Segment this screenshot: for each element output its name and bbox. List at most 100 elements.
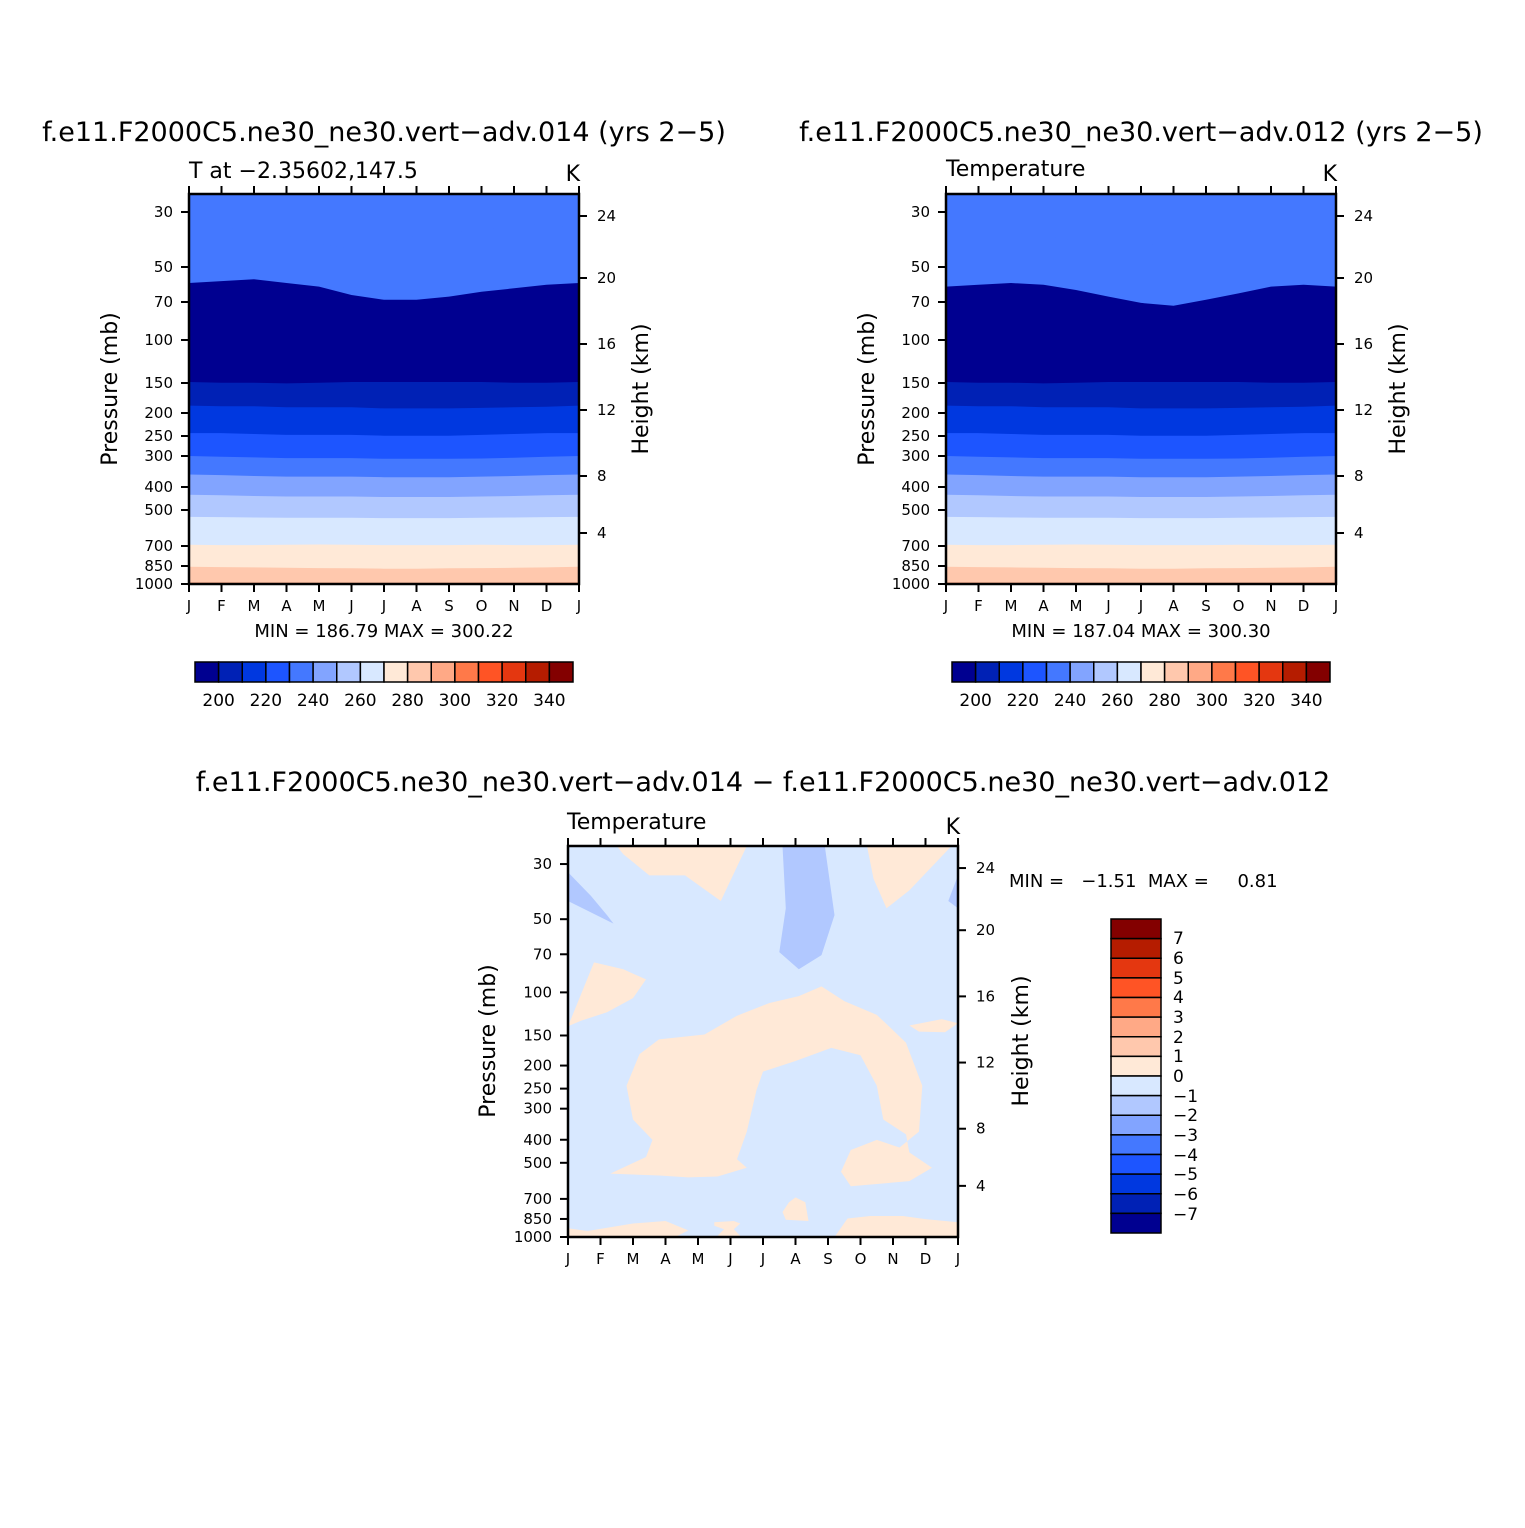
panel-title: f.e11.F2000C5.ne30_ne30.vert−adv.014 − f… xyxy=(196,767,1331,798)
colorbar-swatch xyxy=(1110,977,1162,999)
colorbar-swatch xyxy=(1282,661,1308,683)
contour-band xyxy=(946,566,1336,584)
y-tick-label-right: 24 xyxy=(597,207,616,225)
colorbar-swatch xyxy=(1110,1134,1162,1156)
colorbar-label: 300 xyxy=(1196,691,1228,711)
y-tick-label: 700 xyxy=(901,537,930,555)
x-tick-label: M xyxy=(692,1250,705,1268)
colorbar-label: −6 xyxy=(1173,1185,1198,1205)
colorbar: 200 220 240 260 280 300 320 340 xyxy=(194,661,574,711)
y-axis-label-right: Height (km) xyxy=(1386,323,1411,454)
colorbar-label: 240 xyxy=(297,691,329,711)
colorbar-swatch xyxy=(1110,1036,1162,1058)
y-tick-label-right: 20 xyxy=(1354,269,1373,287)
x-tick-label: M xyxy=(248,597,261,615)
colorbar-label: 4 xyxy=(1173,988,1184,1008)
colorbar-swatch xyxy=(1110,996,1162,1018)
y-tick-label: 700 xyxy=(523,1190,552,1208)
colorbar-swatch xyxy=(288,661,314,683)
colorbar-swatch xyxy=(477,661,503,683)
y-tick-label: 1000 xyxy=(135,575,173,593)
y-axis-label: Pressure (mb) xyxy=(855,312,880,466)
colorbar-swatch xyxy=(1140,661,1166,683)
contour-region xyxy=(782,1197,809,1221)
x-tick-label: J xyxy=(727,1250,732,1268)
colorbar-swatch xyxy=(1110,1016,1162,1038)
y-tick-label: 150 xyxy=(523,1026,552,1044)
colorbar-swatch xyxy=(1093,661,1119,683)
x-tick-label: J xyxy=(186,597,191,615)
colorbar-swatch xyxy=(548,661,574,683)
colorbar-swatch xyxy=(1110,1173,1162,1195)
panel-model-014: f.e11.F2000C5.ne30_ne30.vert−adv.014 (yr… xyxy=(42,117,726,711)
colorbar-swatch xyxy=(1022,661,1048,683)
colorbar-label: 340 xyxy=(533,691,565,711)
panel-subtitle-left: T at −2.35602,147.5 xyxy=(188,159,418,184)
x-tick-label: F xyxy=(217,597,226,615)
y-tick-label-right: 4 xyxy=(597,524,607,542)
colorbar-swatch xyxy=(1110,1075,1162,1097)
y-tick-label: 150 xyxy=(901,374,930,392)
y-tick-label: 30 xyxy=(154,203,173,221)
y-tick-label: 400 xyxy=(523,1131,552,1149)
x-tick-label: J xyxy=(381,597,386,615)
y-tick-label: 400 xyxy=(901,478,930,496)
y-tick-label: 250 xyxy=(144,427,173,445)
contour-plot: J F M A M J J A S O N D J 30 50 70 100 150 200 250 300 400 500… xyxy=(514,838,995,1268)
y-tick-label: 30 xyxy=(911,203,930,221)
x-tick-label: A xyxy=(660,1250,671,1268)
colorbar-swatch xyxy=(241,661,267,683)
colorbar-label: 0 xyxy=(1173,1067,1184,1087)
y-tick-label: 1000 xyxy=(514,1228,552,1246)
x-tick-label: J xyxy=(1105,597,1110,615)
y-tick-label-right: 24 xyxy=(1354,207,1373,225)
y-axis-label-right: Height (km) xyxy=(1009,975,1034,1106)
colorbar-label: 260 xyxy=(344,691,376,711)
colorbar-label: 3 xyxy=(1173,1008,1184,1028)
y-tick-label: 200 xyxy=(144,404,173,422)
y-tick-label: 300 xyxy=(144,447,173,465)
y-tick-label: 70 xyxy=(911,293,930,311)
colorbar-label: 280 xyxy=(391,691,423,711)
colorbar-swatch xyxy=(1187,661,1213,683)
y-tick-label: 30 xyxy=(533,855,552,873)
colorbar-swatch xyxy=(1110,1153,1162,1175)
colorbar-swatch xyxy=(1305,661,1331,683)
colorbar-swatch xyxy=(1163,661,1189,683)
colorbar-swatch xyxy=(1234,661,1260,683)
colorbar-swatch xyxy=(217,661,243,683)
y-tick-label-right: 4 xyxy=(976,1177,986,1195)
colorbar-label: 340 xyxy=(1290,691,1322,711)
y-tick-label: 400 xyxy=(144,478,173,496)
colorbar-swatch xyxy=(312,661,338,683)
y-axis-label: Pressure (mb) xyxy=(98,312,123,466)
colorbar-swatch xyxy=(974,661,1000,683)
y-axis-label: Pressure (mb) xyxy=(476,964,501,1118)
x-tick-label: S xyxy=(1201,597,1211,615)
colorbar-swatch xyxy=(265,661,291,683)
colorbar-label: 320 xyxy=(486,691,518,711)
panel-title: f.e11.F2000C5.ne30_ne30.vert−adv.014 (yr… xyxy=(42,117,726,148)
colorbar-label: 260 xyxy=(1101,691,1133,711)
colorbar-swatch xyxy=(1116,661,1142,683)
y-tick-label: 50 xyxy=(911,258,930,276)
x-tick-label: D xyxy=(920,1250,932,1268)
y-tick-label-right: 12 xyxy=(976,1054,995,1072)
y-tick-label: 150 xyxy=(144,374,173,392)
contour-plot: J F M A M J J A S O N D J 30 50 70 100 150 200 250 300 400 500… xyxy=(135,186,616,615)
colorbar-swatch xyxy=(1110,918,1162,940)
colorbar-label: −7 xyxy=(1173,1205,1198,1225)
y-tick-label: 70 xyxy=(533,945,552,963)
colorbar-label: −2 xyxy=(1173,1106,1198,1126)
colorbar-label: 200 xyxy=(202,691,234,711)
y-tick-label: 500 xyxy=(901,501,930,519)
colorbar-swatch xyxy=(1110,937,1162,959)
contour-region xyxy=(714,1221,741,1236)
colorbar-label: 6 xyxy=(1173,949,1184,969)
min-max-label: MIN = 187.04 MAX = 300.30 xyxy=(1011,621,1270,642)
contour-plot: J F M A M J J A S O N D J 30 50 70 100 150 200 250 300 400 500… xyxy=(892,186,1373,615)
y-tick-label-right: 12 xyxy=(597,401,616,419)
y-tick-label: 250 xyxy=(901,427,930,445)
x-tick-label: S xyxy=(444,597,454,615)
